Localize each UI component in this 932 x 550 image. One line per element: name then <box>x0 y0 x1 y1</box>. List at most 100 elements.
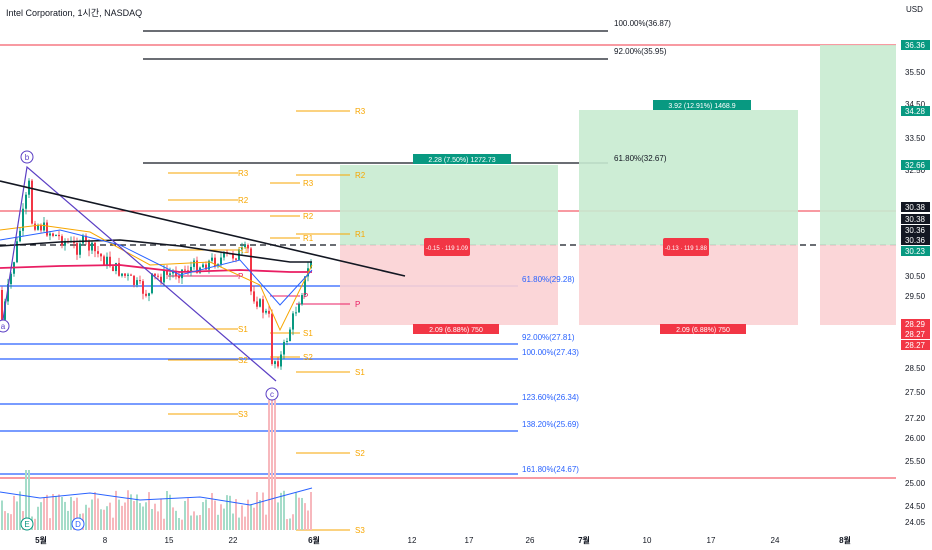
pivot-labels: R3 R2 R1 P S1 S2 S3 R3 R2 R1 P S1 S2 S3 R3 R2 R1 P S1 S2 <box>238 107 366 535</box>
candles <box>1 178 312 370</box>
volume-bar <box>130 494 132 530</box>
candle-body <box>94 242 96 252</box>
candle-body <box>247 244 249 249</box>
fib-labels: 100.00%(36.87) 92.00%(35.95) 61.80%(32.67)… <box>522 19 671 474</box>
candle-body <box>19 230 21 242</box>
candle-body <box>76 243 78 255</box>
volume-bar <box>283 490 285 530</box>
pivot-label: S1 <box>303 329 313 338</box>
candle-body <box>163 270 165 283</box>
candle-body <box>193 260 195 267</box>
pivot-label: S3 <box>355 526 365 535</box>
volume-bar <box>100 509 102 530</box>
pivot-label: R1 <box>238 246 249 255</box>
price-badge-label: 28.29 <box>905 320 926 329</box>
candle-body <box>202 264 204 268</box>
volume-bar <box>28 470 30 530</box>
trade-stop-bg <box>660 324 746 334</box>
time-tick-label: 17 <box>465 536 474 545</box>
event-marker <box>71 517 85 531</box>
volume-bar <box>178 518 180 530</box>
volume-bar <box>307 510 309 530</box>
time-tick-label: 26 <box>526 536 535 545</box>
volume-bar <box>196 515 198 530</box>
candle-body <box>148 293 150 296</box>
candle-body <box>109 256 111 267</box>
volume-bar <box>106 506 108 530</box>
candle-body <box>286 341 288 343</box>
pivot-label: S1 <box>355 368 365 377</box>
candle-body <box>196 260 198 273</box>
time-tick-label: 12 <box>408 536 417 545</box>
candle-body <box>121 273 123 276</box>
moving-average-line <box>0 224 313 332</box>
candle-body <box>145 293 147 296</box>
volume-bar <box>19 491 21 530</box>
candle-body <box>61 236 63 246</box>
price-badge-label: 30.38 <box>905 203 926 212</box>
volume-bar <box>193 511 195 530</box>
candle-body <box>58 234 60 237</box>
candle-body <box>88 240 90 251</box>
volume-bar <box>64 501 66 530</box>
trade-open-bg <box>424 238 470 256</box>
volume-bar <box>295 492 297 530</box>
candle-body <box>151 273 153 294</box>
candle-body <box>289 329 291 342</box>
volume-bar <box>157 511 159 530</box>
fib-label: 138.20%(25.69) <box>522 420 579 429</box>
time-tick-label: 22 <box>229 536 238 545</box>
pivot-label: R1 <box>355 230 366 239</box>
volume-bar <box>163 518 165 530</box>
volume-bar <box>187 498 189 530</box>
volume-bar <box>250 504 252 530</box>
fib-label: 61.80%(29.28) <box>522 275 575 284</box>
position-boxes[interactable] <box>340 45 896 325</box>
candle-body <box>277 361 279 367</box>
trade-open: -0.13 · 119 1.88 <box>665 246 708 252</box>
price-badge <box>901 202 930 212</box>
pivot-label: P <box>355 300 360 309</box>
price-badge <box>901 329 930 339</box>
volume-bar <box>199 515 201 530</box>
candle-body <box>256 301 258 307</box>
price-badge-label: 30.36 <box>905 226 926 235</box>
volume-bar <box>4 511 6 530</box>
volume-bar <box>88 507 90 530</box>
candle-body <box>7 284 9 302</box>
fib-label: 92.00%(27.81) <box>522 333 575 342</box>
candle-body <box>154 273 156 276</box>
pivot-label: R3 <box>355 107 366 116</box>
wave-labels: a b c <box>0 150 279 401</box>
price-tick-label: 30.50 <box>905 272 926 281</box>
volume-bar <box>25 470 27 530</box>
event-label: D <box>75 520 81 529</box>
candle-body <box>304 276 306 296</box>
volume-bar <box>73 500 75 530</box>
volume-bar <box>1 500 3 530</box>
pivot-label: R2 <box>238 196 249 205</box>
volume-bar <box>145 502 147 530</box>
candle-body <box>232 253 234 259</box>
time-axis: 5월 8 15 22 6월 12 17 26 7월 10 17 24 8월 <box>35 535 851 545</box>
moving-average-line <box>0 229 313 306</box>
time-tick-label: 24 <box>771 536 780 545</box>
price-badge <box>901 40 930 50</box>
moving-averages <box>0 224 313 332</box>
trade-open: -0.15 · 119 1.09 <box>426 246 469 252</box>
volume-bar <box>136 494 138 530</box>
candle-body <box>223 251 225 258</box>
volume-bar <box>223 508 225 530</box>
price-badge <box>901 214 930 224</box>
volume-bar <box>16 501 18 530</box>
volume-bar <box>220 504 222 530</box>
candle-body <box>211 257 213 261</box>
volume-bar <box>115 490 117 530</box>
pivot-label: P <box>238 272 243 281</box>
volume-bar <box>277 502 279 530</box>
pivot-label: R1 <box>303 234 314 243</box>
candle-body <box>244 244 246 248</box>
candle-body <box>280 354 282 367</box>
